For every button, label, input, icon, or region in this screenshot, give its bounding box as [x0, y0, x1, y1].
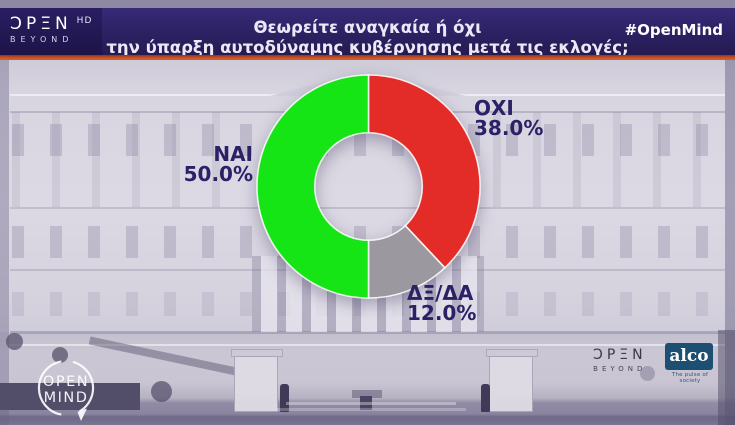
- open-mind-text-mind: MIND: [44, 390, 89, 406]
- open-mind-text-open: OPEN: [43, 374, 89, 390]
- hedge: [0, 383, 140, 410]
- open-mind-right-arc: [72, 360, 95, 413]
- alco-tagline: The pulse of society: [671, 372, 709, 384]
- building-cornice: [10, 207, 725, 209]
- right-wing-pilasters: [493, 112, 723, 207]
- label-oxi-value: 38.0%: [474, 116, 544, 140]
- open-mind-arrow-icon: [77, 408, 87, 421]
- label-nai-name: ΝΑΙ: [213, 142, 253, 166]
- donut-slice-ΝΑΙ: [256, 74, 370, 299]
- open-mind-badge-svg: OPEN MIND: [37, 360, 95, 421]
- hd-badge: HD: [76, 16, 93, 26]
- bush: [6, 333, 23, 350]
- alco-logo-box: alco: [665, 343, 713, 370]
- channel-logo-plate: [0, 8, 102, 55]
- poll-question: Θεωρείτε αναγκαία ή όχι την ύπαρξη αυτοδ…: [95, 16, 640, 60]
- label-dxda-value: 12.0%: [407, 301, 477, 325]
- top-strip: [0, 0, 735, 8]
- poll-question-line2: την ύπαρξη αυτοδύναμης κυβέρνησης μετά τ…: [106, 38, 629, 57]
- left-wing-pilasters: [12, 112, 242, 207]
- memorial-plaque: [352, 390, 382, 398]
- label-dxda-name: ΔΞ/ΔΑ: [407, 281, 474, 305]
- donut-slice-ΟΧΙ: [367, 74, 481, 269]
- hashtag-openmind: #OpenMind: [624, 21, 723, 39]
- bush: [52, 347, 68, 363]
- open-mind-badge: OPEN MIND: [28, 356, 112, 425]
- sentry-box: [489, 356, 533, 412]
- steps-line: [276, 408, 466, 411]
- open-logo-text: ƆPΞN: [10, 14, 72, 34]
- label-oxi-name: ΟΧΙ: [474, 96, 514, 120]
- bush: [151, 381, 172, 402]
- tree-shadow: [718, 330, 735, 425]
- building-base-line: [10, 331, 725, 334]
- label-nai: ΝΑΙ 50.0%: [184, 144, 253, 184]
- header-bar: ƆPΞN HD BEYOND Θεωρείτε αναγκαία ή όχι τη…: [0, 8, 735, 57]
- label-oxi: ΟΧΙ 38.0%: [474, 98, 543, 138]
- building-base-line: [10, 344, 725, 346]
- poll-question-line1: Θεωρείτε αναγκαία ή όχι: [253, 18, 482, 37]
- sentry-box: [234, 356, 278, 412]
- open-mind-left-arc: [37, 360, 62, 416]
- background-right-edge: [725, 60, 735, 425]
- donut-chart-svg: [256, 74, 481, 299]
- channel-logo-open-hd: ƆPΞN HD BEYOND: [10, 14, 92, 44]
- steps-line: [286, 402, 456, 405]
- guard-figure: [481, 384, 490, 412]
- guard-figure: [280, 384, 289, 412]
- label-dxda: ΔΞ/ΔΑ 12.0%: [407, 283, 476, 323]
- bush: [640, 366, 655, 381]
- beyond-logo-text: BEYOND: [10, 35, 74, 44]
- label-nai-value: 50.0%: [183, 162, 253, 186]
- memorial-figure: [360, 396, 372, 410]
- donut-chart: [254, 72, 483, 301]
- background-left-edge: [0, 60, 9, 425]
- open-beyond-logo-text: ƆPΞN: [593, 347, 647, 363]
- open-beyond-logo: ƆPΞN BEYOND: [593, 344, 647, 373]
- open-beyond-logo-sub: BEYOND: [593, 365, 647, 373]
- header-accent-line: [0, 55, 735, 60]
- alco-logo: alco The pulse of society: [665, 343, 715, 384]
